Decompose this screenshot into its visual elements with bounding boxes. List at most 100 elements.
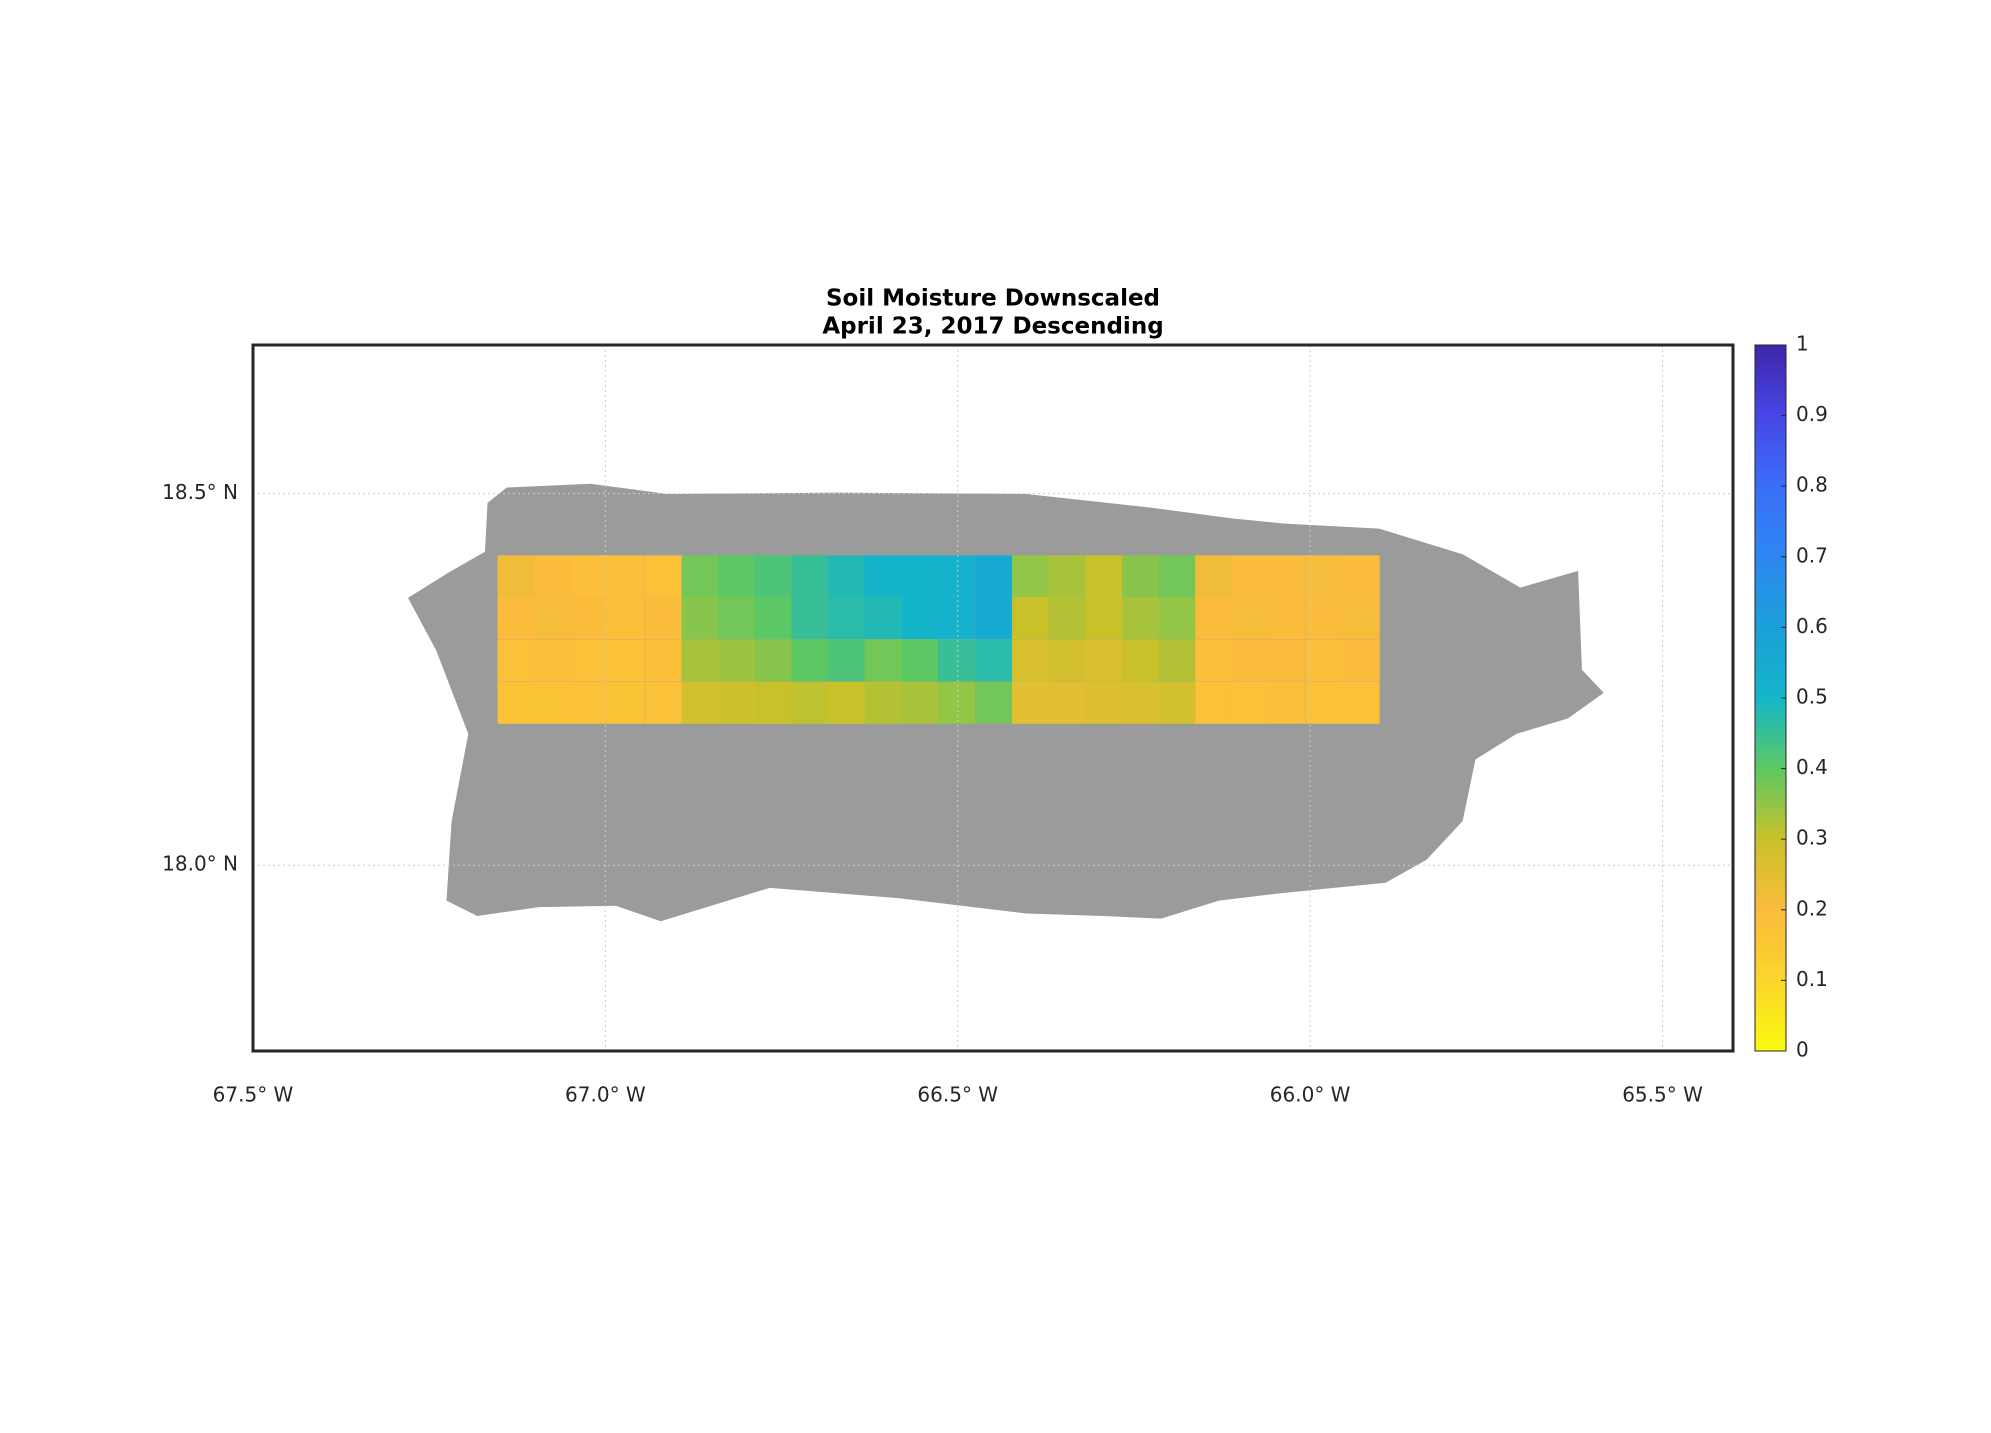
moisture-cell bbox=[607, 555, 645, 598]
moisture-cell bbox=[1048, 596, 1086, 640]
moisture-cell bbox=[1342, 596, 1380, 640]
moisture-cell bbox=[644, 681, 682, 724]
moisture-cell bbox=[1195, 639, 1233, 682]
moisture-cell bbox=[1268, 681, 1306, 724]
moisture-cell bbox=[791, 681, 829, 724]
moisture-cell bbox=[864, 639, 902, 682]
colorbar-tick-label: 0.5 bbox=[1796, 685, 1828, 709]
moisture-cell bbox=[1048, 555, 1086, 598]
moisture-cell bbox=[681, 639, 719, 682]
moisture-cell bbox=[1048, 681, 1086, 724]
moisture-cell bbox=[1231, 639, 1270, 682]
moisture-cell bbox=[1158, 681, 1196, 724]
moisture-cell bbox=[754, 639, 792, 682]
x-tick-label: 67.5° W bbox=[213, 1083, 294, 1107]
moisture-cell bbox=[570, 596, 608, 640]
moisture-cell bbox=[1012, 681, 1050, 724]
moisture-cell bbox=[938, 681, 976, 724]
moisture-cell bbox=[791, 596, 829, 640]
moisture-cell bbox=[975, 681, 1013, 724]
map-frame bbox=[251, 343, 1735, 1053]
chart-subtitle: April 23, 2017 Descending bbox=[822, 314, 1163, 340]
moisture-cell bbox=[607, 639, 645, 682]
moisture-cell bbox=[828, 639, 866, 682]
moisture-cell bbox=[828, 681, 866, 724]
moisture-cell bbox=[1195, 555, 1233, 598]
moisture-cell bbox=[1158, 555, 1196, 598]
moisture-cell bbox=[1195, 681, 1233, 724]
moisture-cell bbox=[497, 596, 535, 640]
moisture-cell bbox=[534, 639, 572, 682]
moisture-cell bbox=[1085, 596, 1123, 640]
moisture-cell bbox=[681, 596, 719, 640]
chart-title: Soil Moisture Downscaled bbox=[826, 286, 1160, 312]
moisture-cell bbox=[1342, 555, 1380, 598]
moisture-cell bbox=[534, 596, 572, 640]
moisture-cell bbox=[901, 596, 939, 640]
moisture-cell bbox=[1305, 639, 1344, 682]
moisture-cell bbox=[901, 555, 939, 598]
moisture-cell bbox=[901, 639, 939, 682]
moisture-cell bbox=[644, 639, 682, 682]
y-tick-label: 18.0° N bbox=[162, 852, 238, 876]
moisture-cell bbox=[791, 639, 829, 682]
moisture-cell bbox=[754, 681, 792, 724]
moisture-cell bbox=[1305, 596, 1344, 640]
moisture-cell bbox=[754, 555, 792, 598]
moisture-cell bbox=[1012, 596, 1050, 640]
moisture-cell bbox=[1085, 639, 1123, 682]
colorbar-tick-label: 0.9 bbox=[1796, 402, 1828, 426]
moisture-cell bbox=[1085, 681, 1123, 724]
colorbar-tick-label: 0 bbox=[1796, 1038, 1809, 1062]
moisture-cell bbox=[828, 555, 866, 598]
moisture-cell bbox=[1268, 596, 1306, 640]
x-tick-label: 65.5° W bbox=[1622, 1083, 1703, 1107]
colorbar-tick-label: 0.6 bbox=[1796, 614, 1828, 638]
moisture-cell bbox=[754, 596, 792, 640]
moisture-cell bbox=[534, 681, 572, 724]
colorbar-tick-label: 0.4 bbox=[1796, 755, 1828, 779]
moisture-cell bbox=[828, 596, 866, 640]
moisture-cell bbox=[975, 639, 1013, 682]
moisture-cell bbox=[644, 596, 682, 640]
moisture-cell bbox=[791, 555, 829, 598]
moisture-cell bbox=[1121, 596, 1160, 640]
moisture-cell bbox=[864, 555, 902, 598]
y-tick-label: 18.5° N bbox=[162, 480, 238, 504]
moisture-cell bbox=[938, 596, 976, 640]
colorbar-tick-label: 0.8 bbox=[1796, 473, 1828, 497]
moisture-cell bbox=[681, 681, 719, 724]
moisture-cell bbox=[681, 555, 719, 598]
moisture-cell bbox=[1268, 639, 1306, 682]
moisture-cell bbox=[1121, 681, 1160, 724]
colorbar-tick-label: 0.1 bbox=[1796, 967, 1828, 991]
moisture-cell bbox=[1231, 596, 1270, 640]
moisture-cell bbox=[938, 555, 976, 598]
moisture-cell bbox=[570, 681, 608, 724]
moisture-cell bbox=[607, 596, 645, 640]
moisture-cell bbox=[497, 639, 535, 682]
moisture-cell bbox=[1268, 555, 1306, 598]
moisture-cell bbox=[1305, 681, 1344, 724]
moisture-cell bbox=[1305, 555, 1344, 598]
moisture-cell bbox=[1012, 639, 1050, 682]
x-tick-label: 66.5° W bbox=[917, 1083, 998, 1107]
moisture-cell bbox=[1195, 596, 1233, 640]
moisture-cell bbox=[975, 555, 1013, 598]
moisture-cell bbox=[1231, 555, 1270, 598]
moisture-cell bbox=[938, 639, 976, 682]
x-tick-label: 67.0° W bbox=[565, 1083, 646, 1107]
moisture-cell bbox=[570, 639, 608, 682]
moisture-cell bbox=[607, 681, 645, 724]
moisture-cell bbox=[864, 596, 902, 640]
moisture-cell bbox=[718, 596, 756, 640]
moisture-cell bbox=[1121, 639, 1160, 682]
moisture-cell bbox=[1342, 681, 1380, 724]
moisture-cell bbox=[975, 596, 1013, 640]
colorbar bbox=[1754, 344, 1787, 1052]
moisture-cell bbox=[1085, 555, 1123, 598]
colorbar-tick-label: 0.7 bbox=[1796, 543, 1828, 567]
moisture-cell bbox=[718, 639, 756, 682]
moisture-cell bbox=[570, 555, 608, 598]
